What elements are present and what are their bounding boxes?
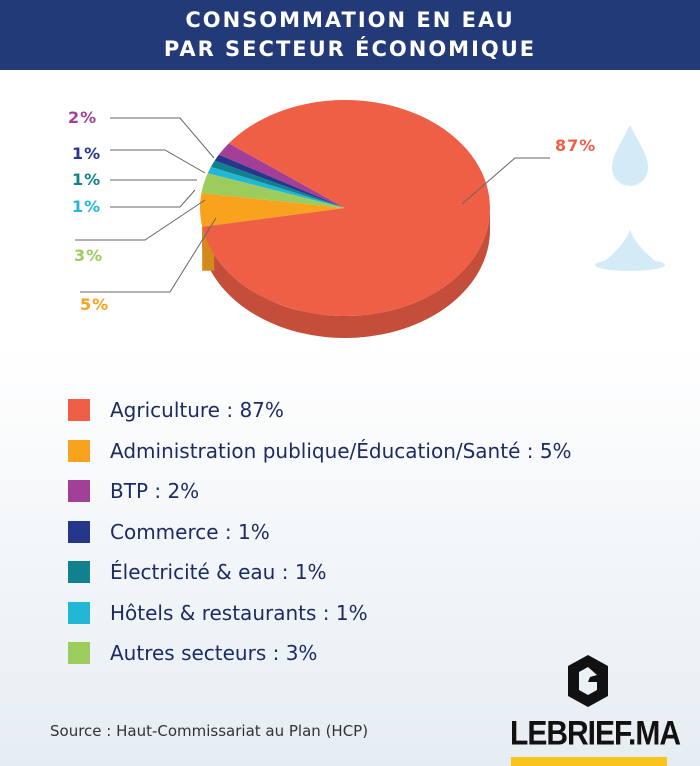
leader-line-autres [75, 199, 206, 241]
leader-line-admin [80, 217, 217, 293]
legend-swatch [68, 480, 90, 503]
legend-item-admin: Administration publique/Éducation/Santé … [68, 431, 572, 472]
legend-swatch [68, 439, 90, 462]
legend-swatch [68, 399, 90, 422]
title-line-2: PAR SECTEUR ÉCONOMIQUE [163, 37, 537, 61]
pie-slice-commerce [214, 154, 345, 208]
pie-slice-agriculture [202, 99, 490, 317]
pie-label-electricite: 1% [72, 170, 102, 189]
legend-item-btp: BTP : 2% [68, 471, 572, 512]
pie-label-btp: 2% [68, 108, 98, 127]
pie-side-agriculture [202, 208, 490, 338]
legend-swatch [68, 520, 90, 543]
logo-b-icon [568, 655, 608, 707]
leader-line-btp [110, 117, 215, 159]
pie-label-hotels: 1% [72, 197, 102, 216]
legend-text: Agriculture : 87% [110, 398, 284, 423]
legend-text: Hôtels & restaurants : 1% [110, 600, 368, 625]
pie-slice-administration-publique-ducation-sant- [200, 192, 345, 227]
leader-line-agriculture [461, 157, 550, 205]
pie-chart [75, 99, 665, 338]
legend-swatch [68, 642, 90, 665]
legend-item-commerce: Commerce : 1% [68, 512, 572, 553]
leader-line-commerce [110, 149, 206, 174]
pie-slice-autres-secteurs [201, 173, 345, 208]
logo-text: LEBRIEF.MA [510, 714, 681, 753]
title-line-1: CONSOMMATION EN EAU [185, 8, 515, 32]
pie-slice--lectricit-eau [210, 160, 345, 208]
legend-text: Commerce : 1% [110, 519, 270, 544]
legend-swatch [68, 601, 90, 624]
legend-item-hotels: Hôtels & restaurants : 1% [68, 593, 572, 634]
header-title: CONSOMMATION EN EAU PAR SECTEUR ÉCONOMIQ… [0, 0, 700, 70]
legend-text: Administration publique/Éducation/Santé … [110, 438, 572, 463]
pie-slice-btp [218, 143, 345, 208]
lebrief-logo: LEBRIEF.MA [510, 655, 681, 753]
pie-label-autres: 3% [74, 246, 104, 265]
water-drop-icon [595, 125, 665, 271]
logo-underline [511, 757, 667, 766]
pie-label-admin: 5% [80, 295, 110, 314]
legend: Agriculture : 87% Administration publiqu… [68, 390, 572, 674]
pie-label-commerce: 1% [72, 144, 102, 163]
legend-item-agriculture: Agriculture : 87% [68, 390, 572, 431]
legend-text: Électricité & eau : 1% [110, 560, 327, 585]
legend-item-autres: Autres secteurs : 3% [68, 633, 572, 674]
legend-swatch [68, 561, 90, 584]
legend-text: BTP : 2% [110, 479, 200, 504]
pie-label-agriculture: 87% [555, 136, 597, 155]
leader-line-hotels [110, 189, 196, 208]
legend-text: Autres secteurs : 3% [110, 641, 318, 666]
pie-slice-h-tels-restaurants [207, 166, 345, 208]
legend-item-electricite: Électricité & eau : 1% [68, 552, 572, 593]
source-note: Source : Haut-Commissariat au Plan (HCP) [50, 722, 369, 740]
